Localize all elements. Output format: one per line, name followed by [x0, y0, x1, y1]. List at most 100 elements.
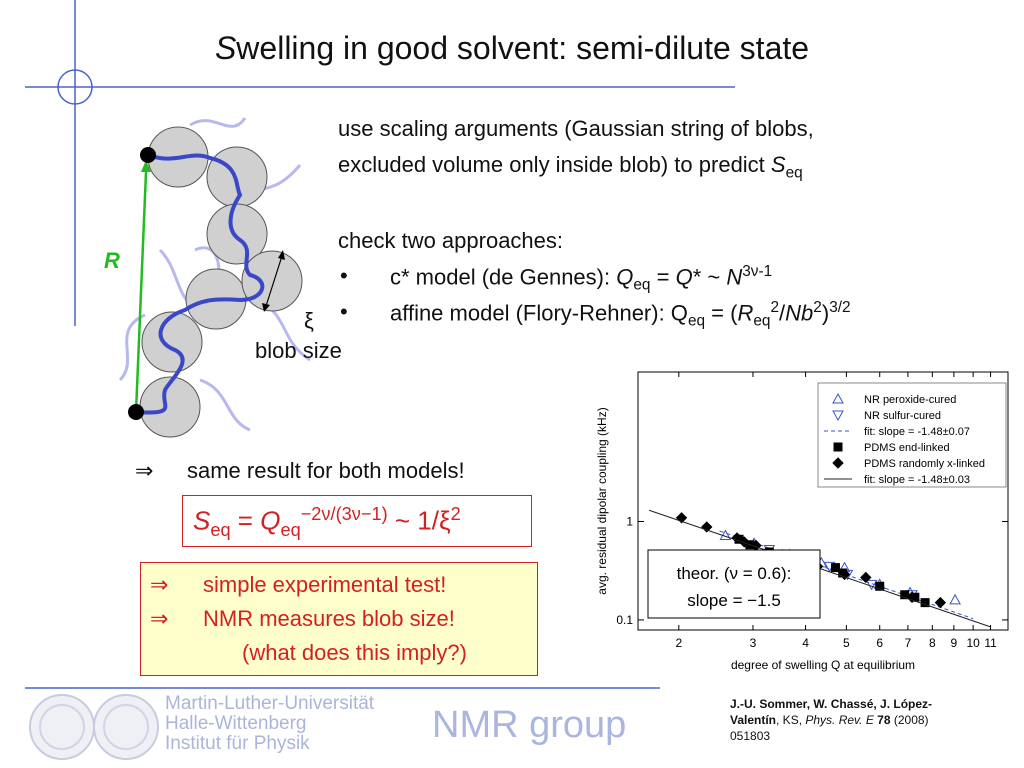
- institution: Halle-Wittenberg: [165, 713, 307, 734]
- title-text: welling in good solvent: semi-dilute sta…: [236, 30, 810, 66]
- superscript: 3/2: [829, 299, 851, 316]
- intro: excluded volume only inside blob) to pre…: [338, 152, 803, 182]
- data-point: [906, 591, 918, 603]
- authors: J.-U. Sommer, W. Chassé, J. López-Valent…: [730, 697, 933, 727]
- chain-fragment: [118, 313, 146, 382]
- xi-label: ξ: [304, 308, 314, 333]
- chain-end: [140, 147, 156, 163]
- text: (2008) 051803: [730, 713, 929, 743]
- journal: Phys. Rev. E: [805, 713, 874, 727]
- bullet: •: [340, 263, 348, 288]
- data-point: [860, 571, 872, 584]
- intro-line: excluded volume only inside blob) to pre…: [338, 152, 771, 177]
- text: affine model (Flory-Rehner): Q: [390, 300, 688, 326]
- legend-label: fit: slope = -1.48±0.07: [864, 426, 970, 438]
- symbol: Q: [616, 264, 634, 290]
- symbol: Q: [675, 264, 693, 290]
- reference: J.-U. Sommer, W. Chassé, J. López-Valent…: [730, 696, 970, 744]
- annotation-box: [647, 549, 821, 619]
- text: c* model (de Gennes):: [390, 264, 617, 290]
- formula-box: Seq = Qeq−2ν/(3ν−1) ~ 1/ξ2: [182, 495, 532, 547]
- x-tick-label: 2: [675, 636, 682, 650]
- x-tick-label: 3: [750, 636, 757, 650]
- result-text: same result for both models!: [187, 458, 465, 483]
- check-text: check two approaches:: [338, 228, 564, 253]
- legend-marker: [833, 442, 843, 452]
- intro: use scaling arguments (Gaussian string o…: [338, 116, 814, 142]
- annotation: slope = −1.5: [687, 591, 781, 610]
- blob-size-label: blob size: [255, 338, 342, 363]
- end-to-end-vector: [134, 171, 148, 413]
- symbol: Nb: [785, 300, 814, 326]
- x-tick-label: 5: [843, 636, 850, 650]
- subscript: eq: [210, 519, 231, 540]
- x-axis-label: degree of swelling Q at equilibrium: [731, 658, 915, 672]
- conclusion: (what does this imply?): [242, 640, 467, 665]
- conclusion: simple experimental test!: [203, 572, 447, 597]
- text: ): [821, 300, 830, 326]
- chain-fragment: [189, 117, 247, 128]
- superscript: 2: [450, 504, 461, 524]
- bullet-text: c* model (de Gennes): Qeq = Q* ~ N3ν-1: [390, 263, 772, 295]
- y-axis-label: avg. residual dipolar coupling (kHz): [595, 407, 609, 594]
- annotation: theor. (ν = 0.6):: [677, 564, 792, 583]
- subscript: eq: [633, 276, 651, 294]
- symbol: Q: [260, 505, 281, 536]
- seal: [39, 704, 85, 750]
- arrow-head: [262, 250, 285, 312]
- frame-circle: [57, 69, 93, 105]
- institution: Institut für Physik: [165, 733, 310, 754]
- legend-marker: [832, 392, 844, 404]
- x-tick-label: 6: [876, 636, 883, 650]
- x-tick-label: 7: [905, 636, 912, 650]
- data-point: [949, 593, 961, 605]
- blob: [241, 250, 303, 312]
- y-tick-label: 0.1: [616, 613, 633, 627]
- legend-label: NR peroxide-cured: [864, 394, 956, 406]
- subscript: eq: [753, 312, 771, 330]
- legend-label: NR sulfur-cured: [864, 410, 941, 422]
- legend-label: PDMS end-linked: [864, 442, 950, 454]
- title: Swelling in good solvent: semi-dilute st…: [0, 30, 1024, 67]
- legend-marker: [832, 457, 844, 469]
- symbol: N: [726, 264, 743, 290]
- bullet: •: [340, 299, 348, 324]
- x-tick-label: 11: [984, 636, 997, 650]
- seal: [103, 704, 149, 750]
- institution: Martin-Luther-Universität: [165, 693, 375, 714]
- text: , KS,: [776, 713, 806, 727]
- y-tick-label: 1: [626, 514, 633, 528]
- legend: [817, 382, 1007, 488]
- implies-arrow: ⇒: [135, 458, 154, 483]
- chain-fragment: [199, 378, 251, 432]
- text: =: [650, 264, 676, 290]
- text: = (: [705, 300, 738, 326]
- intro-line: use scaling arguments (Gaussian string o…: [338, 116, 814, 141]
- data-point: [731, 532, 743, 544]
- conclusion-box: [140, 562, 538, 676]
- chain-end: [128, 404, 144, 420]
- group-name: NMR group: [432, 704, 627, 746]
- x-tick-label: 9: [951, 636, 958, 650]
- subscript: eq: [687, 312, 706, 330]
- legend-label: PDMS randomly x-linked: [864, 458, 985, 470]
- data-point: [920, 598, 930, 608]
- blob: [141, 311, 203, 373]
- symbol: S: [770, 152, 786, 177]
- arrow-head: [141, 160, 151, 172]
- conclusion: NMR measures blob size!: [203, 606, 455, 631]
- bullet-text: affine model (Flory-Rehner): Qeq = (Req2…: [390, 299, 851, 331]
- volume: 78: [877, 713, 891, 727]
- symbol: S: [193, 505, 211, 536]
- text: ~ 1/ξ: [387, 505, 451, 536]
- data-point: [838, 568, 851, 581]
- x-tick-label: 4: [802, 636, 809, 650]
- data-point: [934, 596, 947, 609]
- superscript: 2: [813, 299, 822, 316]
- x-tick-label: 8: [929, 636, 936, 650]
- blob-diagram: [118, 117, 311, 438]
- check-heading: check two approaches:: [338, 228, 563, 254]
- data-point: [738, 536, 750, 548]
